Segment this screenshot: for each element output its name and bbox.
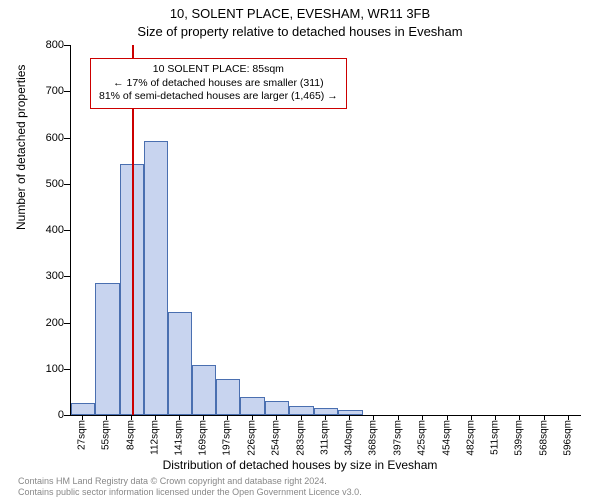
histogram-bar: [71, 403, 95, 415]
y-tick-label: 400: [46, 224, 64, 236]
y-tick-label: 0: [58, 409, 64, 421]
x-tick-label: 55sqm: [100, 420, 111, 450]
y-tick: [64, 184, 70, 185]
x-tick-label: 511sqm: [490, 420, 501, 455]
histogram-bar: [216, 379, 240, 415]
y-tick: [64, 230, 70, 231]
histogram-bar: [240, 397, 265, 416]
y-tick: [64, 415, 70, 416]
x-tick-label: 311sqm: [319, 420, 330, 455]
histogram-bar: [95, 283, 120, 415]
y-tick-label: 600: [46, 132, 64, 144]
histogram-bar: [144, 141, 168, 415]
y-tick-label: 800: [46, 39, 64, 51]
x-tick-label: 596sqm: [563, 420, 574, 456]
footer-attribution: Contains HM Land Registry data © Crown c…: [18, 476, 362, 498]
x-tick-label: 397sqm: [393, 420, 404, 456]
x-tick-label: 539sqm: [514, 420, 525, 456]
x-tick-label: 283sqm: [295, 420, 306, 456]
x-tick-label: 112sqm: [149, 420, 160, 455]
annotation-line1: 10 SOLENT PLACE: 85sqm: [99, 63, 338, 77]
annotation-line2: ← 17% of detached houses are smaller (31…: [99, 77, 338, 91]
x-tick-label: 197sqm: [222, 420, 233, 456]
y-tick: [64, 276, 70, 277]
x-tick-label: 169sqm: [198, 420, 209, 456]
x-tick-label: 340sqm: [344, 420, 355, 456]
x-tick-label: 141sqm: [174, 420, 185, 456]
y-tick: [64, 91, 70, 92]
x-tick-label: 27sqm: [76, 420, 87, 450]
x-tick-label: 368sqm: [368, 420, 379, 456]
histogram-bar: [192, 365, 216, 415]
title-subtitle: Size of property relative to detached ho…: [0, 24, 600, 39]
histogram-bar: [338, 410, 364, 415]
histogram-bar: [289, 406, 314, 415]
y-tick: [64, 323, 70, 324]
x-tick-label: 84sqm: [125, 420, 136, 450]
y-tick-label: 500: [46, 178, 64, 190]
y-tick-label: 300: [46, 270, 64, 282]
histogram-bar: [314, 408, 338, 415]
y-tick: [64, 138, 70, 139]
annotation-box: 10 SOLENT PLACE: 85sqm ← 17% of detached…: [90, 58, 347, 109]
chart-container: 10, SOLENT PLACE, EVESHAM, WR11 3FB Size…: [0, 0, 600, 500]
x-tick-label: 254sqm: [270, 420, 281, 456]
y-tick-label: 200: [46, 317, 64, 329]
x-tick-label: 568sqm: [539, 420, 550, 456]
x-tick-label: 226sqm: [246, 420, 257, 456]
y-tick-label: 100: [46, 363, 64, 375]
y-tick: [64, 45, 70, 46]
y-tick: [64, 369, 70, 370]
x-axis-label: Distribution of detached houses by size …: [0, 458, 600, 472]
annotation-line3: 81% of semi-detached houses are larger (…: [99, 90, 338, 104]
y-axis-label: Number of detached properties: [14, 65, 28, 230]
histogram-bar: [168, 312, 193, 415]
y-tick-label: 700: [46, 85, 64, 97]
x-tick-label: 482sqm: [465, 420, 476, 456]
footer-line2: Contains public sector information licen…: [18, 487, 362, 498]
x-tick-label: 425sqm: [416, 420, 427, 456]
footer-line1: Contains HM Land Registry data © Crown c…: [18, 476, 362, 487]
histogram-bar: [265, 401, 289, 415]
title-address: 10, SOLENT PLACE, EVESHAM, WR11 3FB: [0, 6, 600, 21]
x-tick-label: 454sqm: [441, 420, 452, 456]
